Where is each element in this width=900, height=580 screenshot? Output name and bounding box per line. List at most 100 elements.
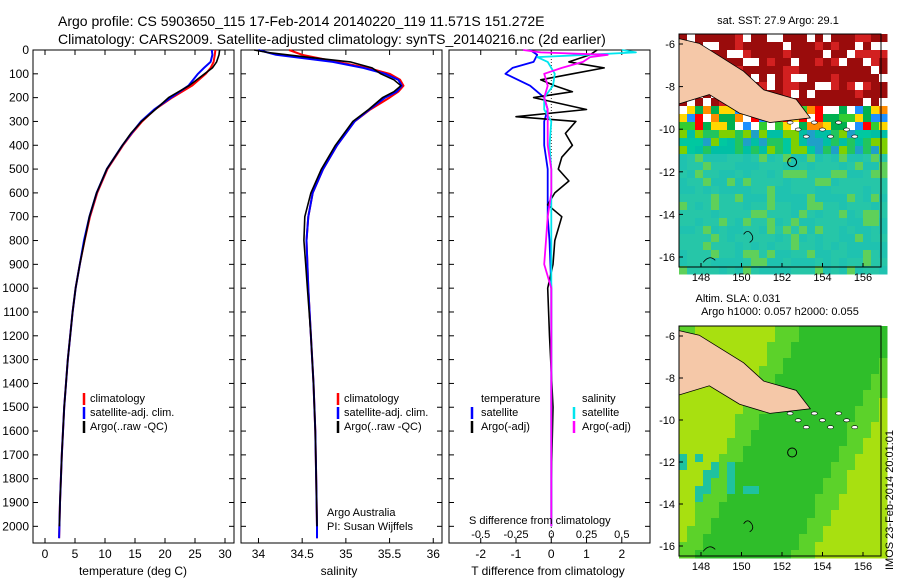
map-cell xyxy=(799,350,808,359)
map-cell xyxy=(847,210,856,219)
map-cell xyxy=(727,422,736,431)
map-cell xyxy=(695,98,704,107)
x-tick-label: 10 xyxy=(98,547,112,561)
map-cell xyxy=(871,234,880,243)
map-cell xyxy=(839,234,848,243)
map-cell xyxy=(791,138,800,147)
map-cell xyxy=(863,114,872,123)
map-cell xyxy=(791,218,800,227)
map-cell xyxy=(791,50,800,59)
map-cell xyxy=(751,258,760,267)
depth-tick-label: 1700 xyxy=(2,448,29,462)
map-cell xyxy=(863,542,872,551)
map-cell xyxy=(759,178,768,187)
map-cell xyxy=(767,122,776,131)
map-cell xyxy=(719,234,728,243)
map-cell xyxy=(719,242,728,251)
map-cell xyxy=(727,454,736,463)
map-cell xyxy=(823,526,832,535)
map-cell xyxy=(711,478,720,487)
map-cell xyxy=(727,462,736,471)
map-cell xyxy=(679,114,688,123)
map-cell xyxy=(799,202,808,211)
map-cell xyxy=(807,334,816,343)
map-cell xyxy=(863,202,872,211)
map-cell xyxy=(839,42,848,51)
map-cell xyxy=(839,50,848,59)
map-cell xyxy=(847,382,856,391)
lon-tick-label: 154 xyxy=(813,272,831,284)
map-cell xyxy=(783,170,792,179)
map-cell xyxy=(815,202,824,211)
map-cell xyxy=(847,358,856,367)
map-cell xyxy=(727,114,736,123)
map-cell xyxy=(687,502,696,511)
map-cell xyxy=(815,502,824,511)
map-cell xyxy=(711,526,720,535)
map-cell xyxy=(687,226,696,235)
map-cell xyxy=(687,510,696,519)
map-cell xyxy=(759,526,768,535)
map-cell xyxy=(871,58,880,67)
map-cell xyxy=(871,334,880,343)
map-cell xyxy=(831,66,840,75)
map-cell xyxy=(815,422,824,431)
map-cell xyxy=(807,542,816,551)
map-cell xyxy=(839,138,848,147)
map-cell xyxy=(743,334,752,343)
map-cell xyxy=(863,90,872,99)
map-cell xyxy=(711,446,720,455)
map-cell xyxy=(871,82,880,91)
map-cell xyxy=(839,326,848,335)
map-cell xyxy=(831,422,840,431)
map-cell xyxy=(879,422,888,431)
map-cell xyxy=(815,90,824,99)
map-cell xyxy=(727,438,736,447)
map-cell xyxy=(815,438,824,447)
map-cell xyxy=(743,114,752,123)
map-cell xyxy=(775,326,784,335)
map-cell xyxy=(855,242,864,251)
map-cell xyxy=(759,366,768,375)
map-cell xyxy=(799,258,808,267)
temperature-xlabel: temperature (deg C) xyxy=(79,564,187,578)
map-cell xyxy=(783,66,792,75)
map-cell xyxy=(863,250,872,259)
map-cell xyxy=(823,234,832,243)
map-cell xyxy=(879,542,888,551)
map-cell xyxy=(863,66,872,75)
map-cell xyxy=(791,430,800,439)
map-cell xyxy=(703,170,712,179)
map-cell xyxy=(831,266,840,275)
map-cell xyxy=(727,478,736,487)
map-cell xyxy=(751,406,760,415)
map-cell xyxy=(783,218,792,227)
map-cell xyxy=(823,106,832,115)
map-cell xyxy=(839,82,848,91)
map-cell xyxy=(879,34,888,43)
map-cell xyxy=(831,334,840,343)
map-cell xyxy=(719,146,728,155)
x-tick-label: 15 xyxy=(128,547,142,561)
map-cell xyxy=(791,178,800,187)
map-cell xyxy=(791,382,800,391)
map-cell xyxy=(807,138,816,147)
map-cell xyxy=(751,326,760,335)
map-cell xyxy=(815,98,824,107)
series-line-salinity-argo-adj- xyxy=(522,49,609,527)
map-cell xyxy=(767,342,776,351)
map-cell xyxy=(799,250,808,259)
map-cell xyxy=(687,398,696,407)
map-cell xyxy=(863,34,872,43)
map-cell xyxy=(759,82,768,91)
map-cell xyxy=(695,398,704,407)
map-cell xyxy=(767,50,776,59)
map-cell xyxy=(879,138,888,147)
map-cell xyxy=(703,106,712,115)
map-cell xyxy=(879,494,888,503)
map-cell xyxy=(863,82,872,91)
map-cell xyxy=(863,210,872,219)
map-cell xyxy=(767,202,776,211)
map-cell xyxy=(751,342,760,351)
map-cell xyxy=(695,266,704,275)
